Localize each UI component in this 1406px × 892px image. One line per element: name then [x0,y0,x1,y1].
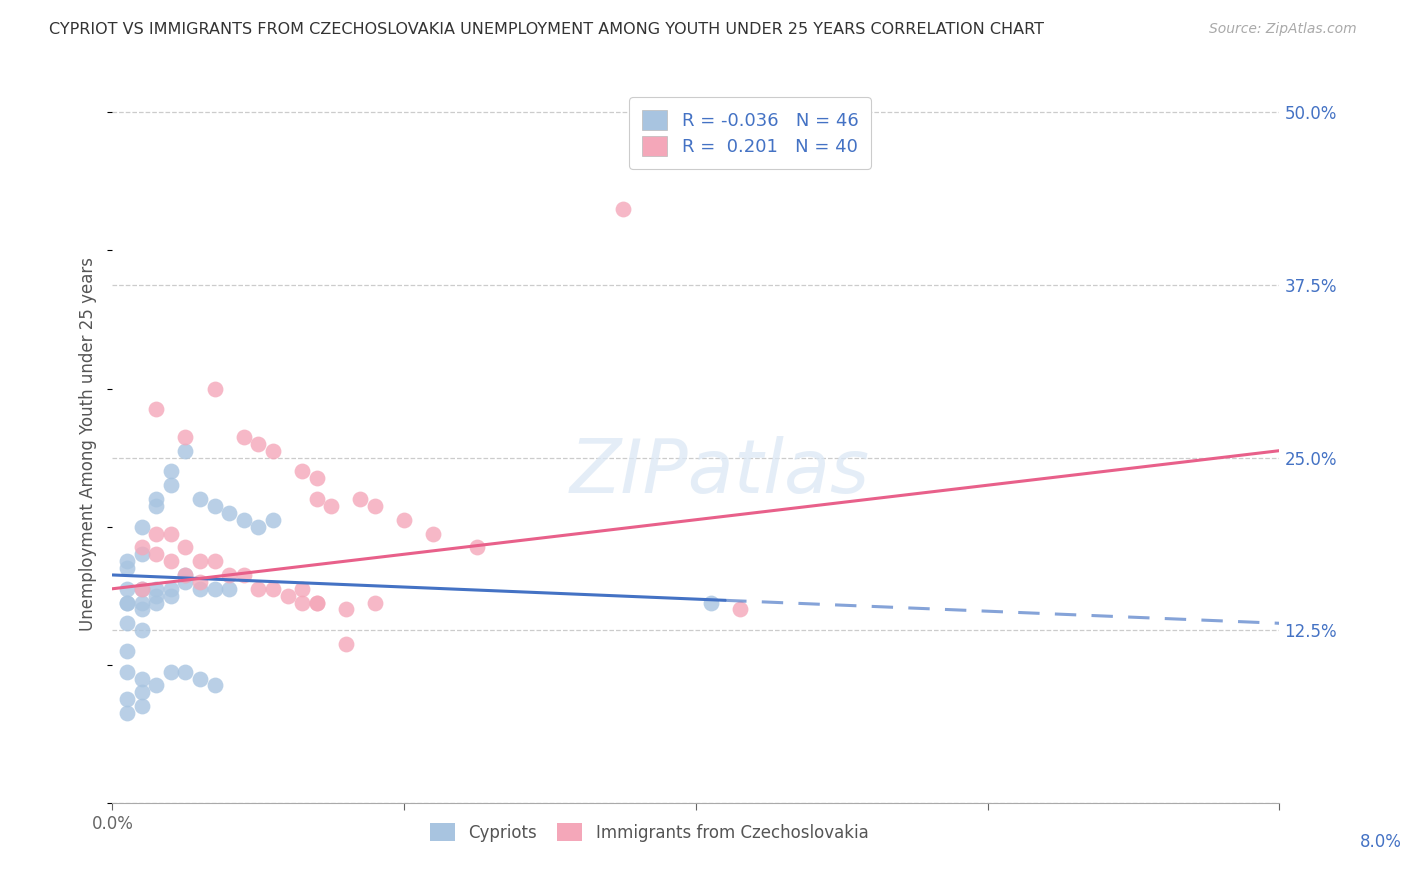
Point [115,554,138,568]
Point [188,491,211,506]
Point [145,491,167,506]
Point [699,596,721,610]
Point [115,582,138,596]
Point [465,541,488,555]
Point [174,665,197,679]
Point [174,568,197,582]
Point [612,202,634,216]
Text: CYPRIOT VS IMMIGRANTS FROM CZECHOSLOVAKIA UNEMPLOYMENT AMONG YOUTH UNDER 25 YEAR: CYPRIOT VS IMMIGRANTS FROM CZECHOSLOVAKI… [49,22,1045,37]
Point [232,430,254,444]
Point [115,596,138,610]
Point [349,491,371,506]
Point [335,637,357,651]
Point [174,568,197,582]
Point [160,554,183,568]
Point [188,574,211,589]
Text: 8.0%: 8.0% [1360,833,1402,851]
Point [145,526,167,541]
Point [218,582,240,596]
Point [232,568,254,582]
Point [160,478,183,492]
Point [188,672,211,686]
Point [247,582,270,596]
Legend: Cypriots, Immigrants from Czechoslovakia: Cypriots, Immigrants from Czechoslovakia [423,817,875,848]
Point [131,623,153,637]
Point [422,526,444,541]
Point [247,436,270,450]
Point [160,582,183,596]
Point [115,616,138,631]
Point [262,443,284,458]
Point [115,665,138,679]
Point [145,547,167,561]
Point [188,582,211,596]
Point [131,672,153,686]
Point [131,602,153,616]
Point [174,430,197,444]
Y-axis label: Unemployment Among Youth under 25 years: Unemployment Among Youth under 25 years [79,257,97,631]
Point [160,526,183,541]
Text: ZIPatlas: ZIPatlas [569,436,869,508]
Point [160,665,183,679]
Point [160,464,183,478]
Point [204,678,226,692]
Point [174,541,197,555]
Point [115,561,138,575]
Point [232,513,254,527]
Point [174,574,197,589]
Point [115,644,138,658]
Point [262,582,284,596]
Point [305,471,328,485]
Point [145,596,167,610]
Point [115,596,138,610]
Point [145,582,167,596]
Point [291,464,314,478]
Point [145,589,167,603]
Point [131,685,153,699]
Point [218,568,240,582]
Point [728,602,751,616]
Point [364,499,387,513]
Point [204,582,226,596]
Point [276,589,298,603]
Point [131,541,153,555]
Point [204,382,226,396]
Point [188,554,211,568]
Point [247,519,270,533]
Point [394,513,416,527]
Point [145,402,167,417]
Point [131,519,153,533]
Point [291,582,314,596]
Point [305,596,328,610]
Point [131,582,153,596]
Point [204,554,226,568]
Point [262,513,284,527]
Point [364,596,387,610]
Point [115,692,138,706]
Point [204,499,226,513]
Point [305,491,328,506]
Point [321,499,343,513]
Point [115,706,138,720]
Point [335,602,357,616]
Point [305,596,328,610]
Point [131,596,153,610]
Point [131,699,153,714]
Point [160,589,183,603]
Point [145,499,167,513]
Text: Source: ZipAtlas.com: Source: ZipAtlas.com [1209,22,1357,37]
Point [131,547,153,561]
Point [174,443,197,458]
Point [291,596,314,610]
Point [218,506,240,520]
Point [145,678,167,692]
Point [131,582,153,596]
